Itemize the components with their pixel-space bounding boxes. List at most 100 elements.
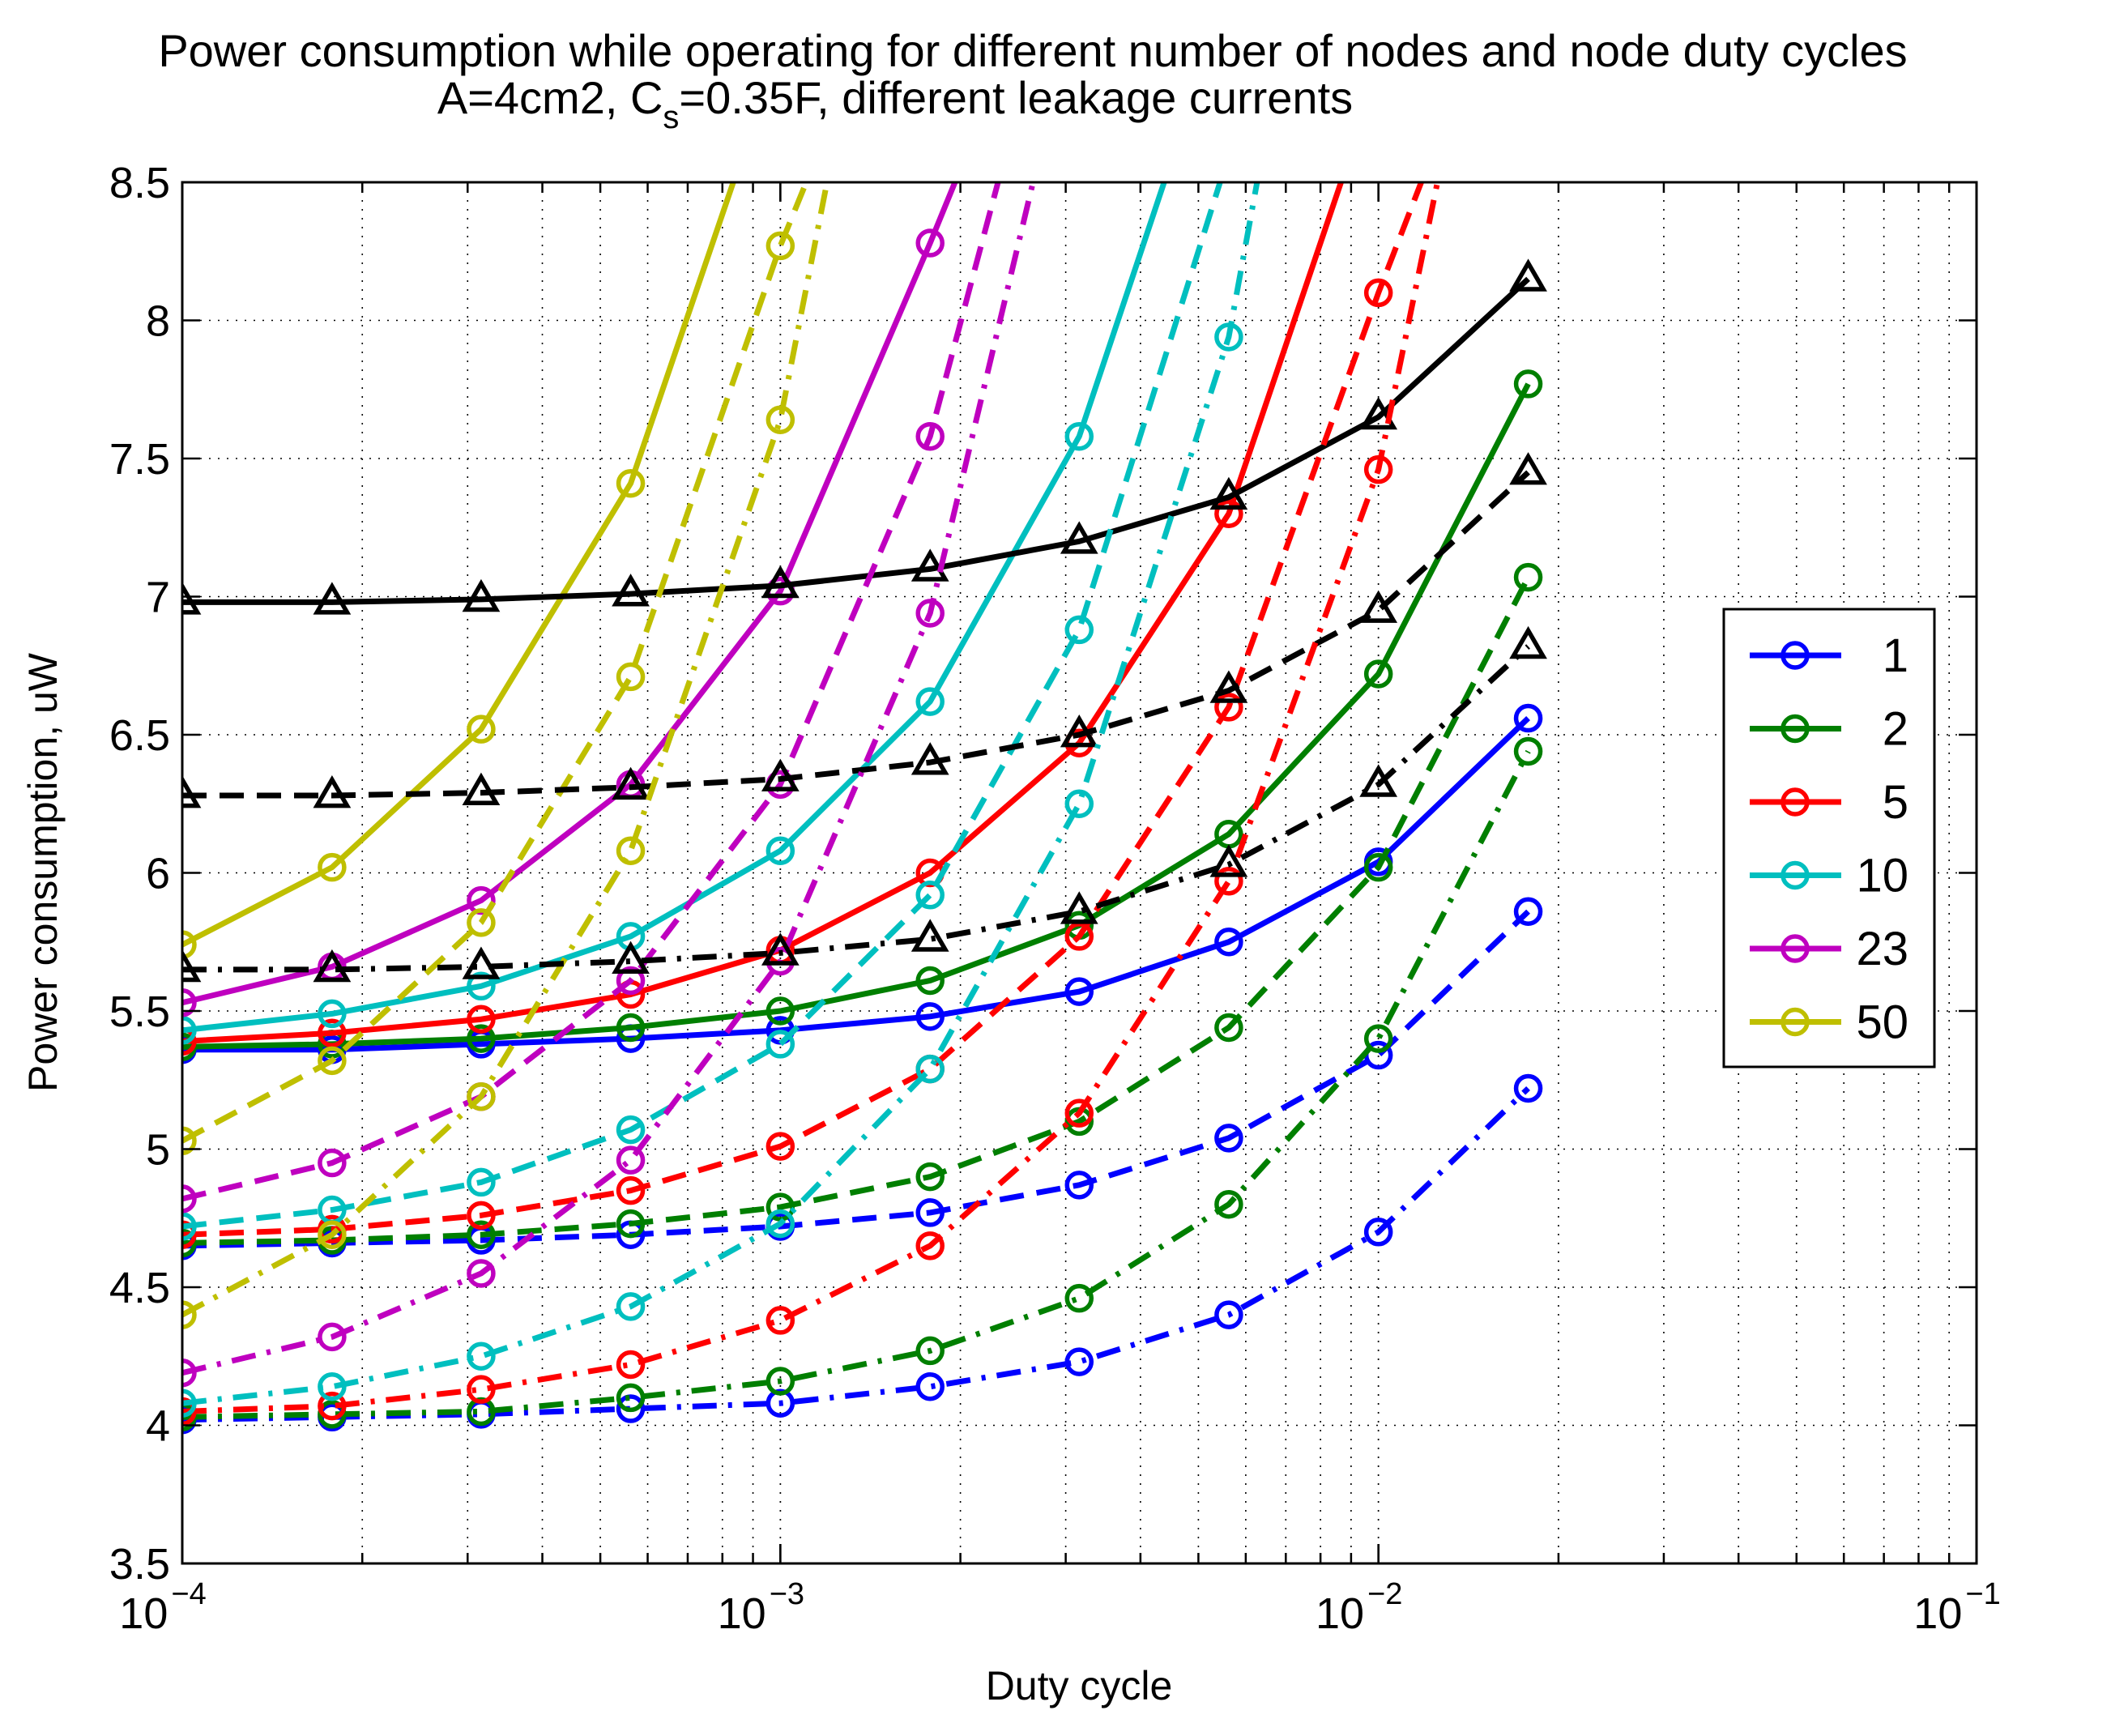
data-point: [915, 1198, 945, 1227]
x-tick-base: 10: [718, 1589, 766, 1638]
data-point: [915, 1054, 945, 1084]
series-line: [182, 716, 1530, 1053]
data-point: [1064, 1283, 1094, 1313]
data-point: [1214, 322, 1243, 352]
series-10-dashdot: [182, 182, 1260, 1418]
data-point: [616, 1175, 646, 1205]
data-point: [318, 1148, 347, 1178]
legend-label: 2: [1883, 703, 1908, 756]
data-point: [182, 1016, 197, 1045]
data-point-triangle: [612, 766, 650, 800]
series-line: [182, 470, 1530, 799]
data-point: [915, 228, 945, 258]
data-point: [1513, 703, 1543, 733]
data-point: [182, 988, 197, 1017]
data-point: [182, 1397, 197, 1427]
series-line: [182, 182, 1260, 1406]
series-line: [182, 182, 736, 948]
legend-marker: [1780, 934, 1810, 963]
subtitle-suffix: =0.35F, different leakage currents: [679, 72, 1353, 123]
legend-item: 23: [1750, 923, 1908, 975]
data-point: [766, 1132, 795, 1161]
data-point: [1513, 736, 1543, 766]
data-point: [318, 1322, 347, 1352]
series-line: [182, 276, 1530, 605]
data-point-triangle: [1209, 844, 1248, 877]
data-point: [915, 1372, 945, 1401]
data-point-triangle: [911, 548, 949, 582]
series-line: [182, 382, 1531, 1050]
data-point: [1064, 789, 1094, 818]
data-point: [318, 852, 347, 882]
data-point: [1214, 866, 1243, 896]
data-point: [616, 468, 646, 498]
series-line: [182, 576, 1531, 1246]
data-point-triangle: [612, 941, 650, 974]
data-point-triangle: [182, 582, 202, 615]
data-point: [616, 1383, 646, 1413]
data-point: [1214, 693, 1243, 722]
data-point: [1513, 562, 1543, 592]
series-50-dashdot: [182, 182, 830, 1329]
legend-label: 1: [1883, 629, 1908, 682]
y-tick-label: 5: [146, 1126, 170, 1175]
data-point: [616, 1350, 646, 1380]
data-point-triangle: [761, 758, 800, 791]
data-point-triangle: [761, 932, 800, 966]
x-tick-exponent: −2: [1367, 1577, 1402, 1611]
x-tick-base: 10: [1316, 1589, 1364, 1638]
data-point-triangle: [313, 582, 352, 615]
legend-item: 10: [1750, 850, 1908, 902]
data-point: [766, 1306, 795, 1335]
data-point: [1214, 1013, 1243, 1043]
data-point: [915, 687, 945, 716]
series-50-solid: [182, 182, 736, 959]
x-tick-label: 10 −1: [1913, 1577, 2000, 1638]
series-2-solid: [182, 369, 1543, 1062]
data-point: [318, 1372, 347, 1401]
data-point: [467, 1004, 496, 1034]
data-point: [318, 1391, 347, 1421]
data-point: [915, 1336, 945, 1366]
legend-label: 10: [1856, 850, 1908, 902]
subtitle-prefix: A=4cm2, C: [437, 72, 663, 123]
data-point: [467, 971, 496, 1001]
data-point: [1363, 1218, 1393, 1247]
series-line: [182, 644, 1530, 973]
data-point: [915, 1162, 945, 1192]
data-point: [616, 1145, 646, 1175]
y-tick-label: 7: [146, 574, 170, 622]
series-line: [182, 909, 1530, 1249]
y-tick-label: 6: [146, 850, 170, 898]
data-point: [915, 966, 945, 996]
y-tick-label: 5.5: [109, 987, 170, 1036]
data-point: [182, 1184, 197, 1213]
data-point: [467, 1081, 496, 1111]
legend-label: 23: [1856, 923, 1908, 975]
data-point: [318, 999, 347, 1029]
data-point: [182, 1388, 197, 1418]
series-2-dashed: [182, 562, 1543, 1258]
x-tick-exponent: −1: [1965, 1577, 2000, 1611]
y-tick-label: 8: [146, 297, 170, 346]
data-point: [915, 421, 945, 451]
data-point: [1363, 659, 1393, 689]
series-line: [182, 182, 1425, 1238]
axis-ticks: 10 −4 10 −3 10 −2 10 −13.544.555.566.577.588.5: [109, 159, 2001, 1638]
legend-marker: [1780, 1007, 1810, 1037]
legend: 1 2 5 10 23 50: [1722, 608, 1936, 1068]
y-tick-label: 4: [146, 1402, 170, 1451]
data-point-triangle: [612, 574, 650, 607]
data-point: [1064, 615, 1094, 645]
legend-marker: [1780, 860, 1810, 890]
data-point: [1513, 369, 1543, 399]
data-point-triangle: [313, 949, 352, 983]
data-point-triangle: [182, 775, 202, 808]
data-point: [1064, 1347, 1094, 1376]
series-ref-solid: [182, 258, 1547, 615]
data-point-triangle: [1060, 891, 1098, 924]
legend-item: 50: [1750, 996, 1908, 1049]
data-point: [1214, 1124, 1243, 1153]
data-point-triangle: [911, 919, 949, 952]
data-point: [182, 1228, 197, 1258]
